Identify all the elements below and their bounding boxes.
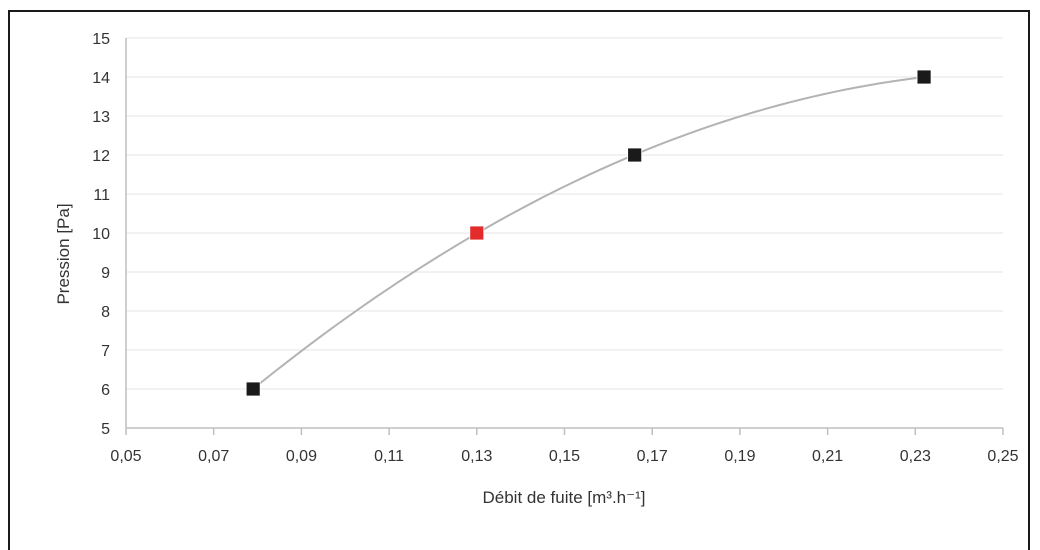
- y-tick-label: 5: [101, 421, 110, 438]
- highlighted-data-point: [469, 225, 485, 241]
- y-axis-title: Pression [Pa]: [54, 203, 73, 304]
- y-tick-labels: 5 6 7 8 9 10 11 12 13 14 15: [92, 31, 110, 438]
- x-tick-label: 0,05: [110, 448, 141, 465]
- data-point: [916, 69, 932, 85]
- trendline: [252, 76, 925, 390]
- axes: [125, 38, 1004, 435]
- x-tick-label: 0,17: [637, 448, 668, 465]
- x-tick-label: 0,13: [461, 448, 492, 465]
- x-tick-label: 0,09: [286, 448, 317, 465]
- y-tick-label: 9: [101, 265, 110, 282]
- y-tick-label: 13: [92, 109, 110, 126]
- x-tick-label: 0,23: [900, 448, 931, 465]
- x-tick-labels: 0,05 0,07 0,09 0,11 0,13 0,15 0,17 0,19 0,21 0,23…: [110, 448, 1018, 465]
- data-points: [245, 69, 932, 397]
- scatter-chart: 0,05 0,07 0,09 0,11 0,13 0,15 0,17 0,19 0,21 0,23…: [54, 31, 1019, 507]
- x-axis-title: Débit de fuite [m³.h⁻¹]: [483, 488, 646, 507]
- y-tick-label: 10: [92, 226, 110, 243]
- y-tick-label: 7: [101, 343, 110, 360]
- data-point: [245, 381, 261, 397]
- x-tick-label: 0,11: [374, 448, 404, 465]
- y-tick-label: 14: [92, 70, 110, 87]
- x-tick-label: 0,19: [724, 448, 755, 465]
- data-point: [627, 147, 643, 163]
- x-tick-label: 0,21: [812, 448, 843, 465]
- y-tick-label: 6: [101, 382, 110, 399]
- y-tick-label: 12: [92, 148, 110, 165]
- y-tick-label: 15: [92, 31, 110, 48]
- x-tick-label: 0,15: [549, 448, 580, 465]
- y-tick-label: 8: [101, 304, 110, 321]
- chart-frame: [8, 10, 1030, 550]
- gridlines: [126, 37, 1003, 390]
- x-tick-label: 0,07: [198, 448, 229, 465]
- x-tick-label: 0,25: [987, 448, 1018, 465]
- y-tick-label: 11: [93, 187, 110, 204]
